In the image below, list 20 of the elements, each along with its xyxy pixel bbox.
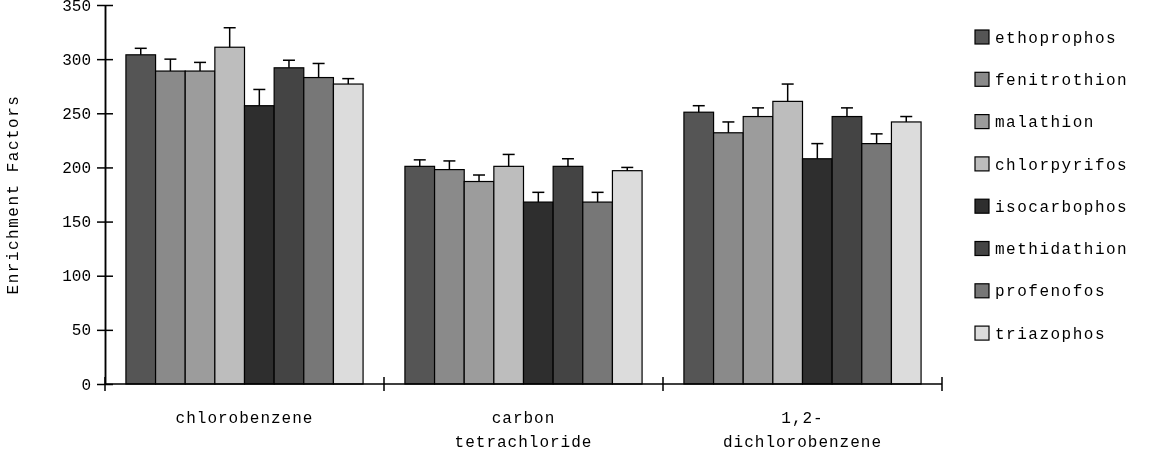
x-tick-label: carbon tetrachloride [454,410,593,452]
y-tick-label: 100 [62,268,91,287]
x-tick-label: 1,2-dichlorobenzene [722,410,883,452]
y-tick-label: 300 [62,51,91,70]
legend-label: ethoprophos [995,29,1118,48]
y-axis-title: Enrichment Factors [5,94,23,295]
legend-label: profenofos [995,283,1107,302]
y-tick-label: 50 [71,322,91,341]
y-tick-label: 0 [81,376,91,395]
legend-label: malathion [995,114,1095,133]
y-tick-label: 250 [62,105,91,124]
legend-label: fenitrothion [995,71,1129,90]
x-tick-label: chlorobenzene [175,410,314,428]
legend-label: isocarbophos [995,198,1129,217]
legend-label: chlorpyrifos [995,156,1129,175]
y-tick-label: 150 [62,214,91,233]
y-tick-label: 200 [62,160,91,179]
legend-label: methidathion [995,241,1129,260]
legend-label: triazophos [995,325,1107,344]
y-tick-label: 350 [62,0,91,16]
